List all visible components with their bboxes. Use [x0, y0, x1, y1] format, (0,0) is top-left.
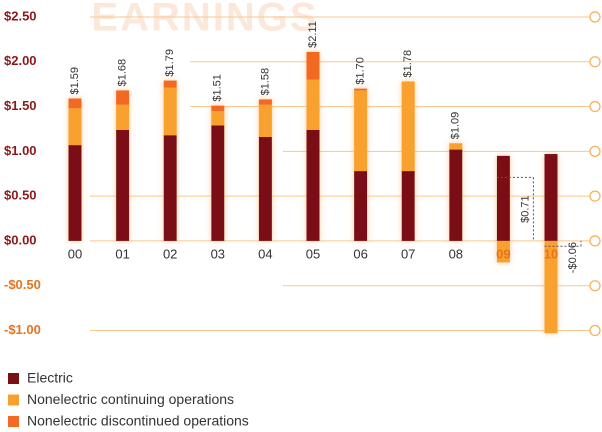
x-tick-label: 04	[258, 246, 272, 261]
bar-stack	[163, 80, 177, 241]
grid-end	[589, 324, 601, 337]
total-label: $2.11	[307, 21, 319, 48]
bar-segment	[306, 51, 320, 80]
bar-segment	[116, 90, 130, 105]
bar-segment	[354, 171, 368, 241]
bar-stack	[258, 99, 272, 241]
y-tick-label: $0.50	[4, 188, 37, 203]
x-tick-label: 08	[449, 246, 463, 261]
bar-segment	[68, 145, 82, 241]
bar-segment	[211, 125, 225, 241]
chart-title: EARNINGS	[91, 0, 318, 40]
x-tick-label: 10	[544, 246, 558, 261]
bar-stack	[116, 90, 130, 241]
total-label: $1.09	[450, 112, 462, 140]
bar-stack	[449, 143, 463, 241]
legend-label: Electric	[27, 370, 73, 386]
y-tick-label: $2.00	[4, 53, 37, 68]
total-label: $1.78	[402, 50, 414, 78]
bar-segment	[544, 154, 558, 241]
bar-segment	[116, 129, 130, 241]
x-tick-label: 01	[115, 246, 129, 261]
bar-segment	[163, 80, 177, 88]
bar-segment	[211, 105, 225, 112]
total-label: $1.68	[117, 59, 129, 87]
bar-segment	[68, 108, 82, 146]
y-tick-label: $2.50	[4, 8, 37, 23]
bar-stack	[354, 88, 368, 241]
x-tick-label: 00	[68, 246, 82, 261]
grid-end	[589, 280, 601, 292]
bar-segment	[354, 88, 368, 91]
x-tick-label: 05	[306, 246, 320, 261]
bar-segment	[354, 90, 368, 172]
total-label: $1.59	[69, 67, 81, 95]
x-tick-label: 06	[353, 246, 367, 261]
y-tick-label: -$0.50	[4, 277, 41, 292]
grid-end	[589, 190, 601, 202]
bar-segment	[258, 137, 272, 241]
y-tick-label: -$1.00	[4, 322, 41, 337]
bar-stack	[401, 81, 415, 241]
total-label: $1.70	[355, 57, 367, 85]
total-label: $0.71	[519, 195, 531, 223]
bar-stack	[211, 105, 225, 241]
bar-segment	[449, 149, 463, 241]
legend-swatch	[8, 394, 19, 406]
y-tick-label: $1.50	[4, 98, 37, 113]
bar-segment	[496, 155, 510, 241]
legend-label: Nonelectric continuing operations	[27, 391, 234, 407]
bar-segment	[306, 79, 320, 130]
grid-end	[589, 56, 601, 68]
y-tick-label: $0.00	[4, 232, 37, 247]
grid-end	[589, 11, 601, 23]
grid-end	[589, 235, 601, 247]
bar-segment	[116, 104, 130, 130]
legend-label: Nonelectric discontinued operations	[27, 413, 249, 429]
grid-end	[589, 145, 601, 157]
bar-segment	[211, 111, 225, 126]
legend-swatch	[8, 416, 19, 427]
x-tick-label: 02	[163, 246, 177, 261]
bar-segment	[306, 129, 320, 241]
total-label: $1.58	[259, 68, 271, 96]
bar-segment	[163, 135, 177, 241]
bar-segment	[401, 81, 415, 172]
bar-segment	[496, 240, 510, 263]
bar-segment	[449, 143, 463, 150]
bar-segment	[544, 240, 558, 334]
legend-swatch	[8, 373, 19, 384]
y-tick-label: $1.00	[4, 143, 37, 158]
bar-segment	[258, 99, 272, 105]
bar-stack	[68, 98, 82, 241]
bar-stack	[306, 51, 320, 241]
bar-segment	[163, 87, 177, 136]
x-tick-label: 09	[496, 246, 510, 261]
bar-stack	[544, 154, 558, 334]
total-label: -$0.06	[567, 242, 579, 273]
bar-segment	[258, 104, 272, 138]
total-label: $1.79	[164, 49, 176, 77]
total-label: $1.51	[212, 74, 224, 102]
bar-segment	[401, 171, 415, 241]
x-tick-label: 03	[211, 246, 225, 261]
x-tick-label: 07	[401, 246, 415, 261]
grid-end	[589, 100, 601, 113]
bar-segment	[68, 98, 82, 109]
